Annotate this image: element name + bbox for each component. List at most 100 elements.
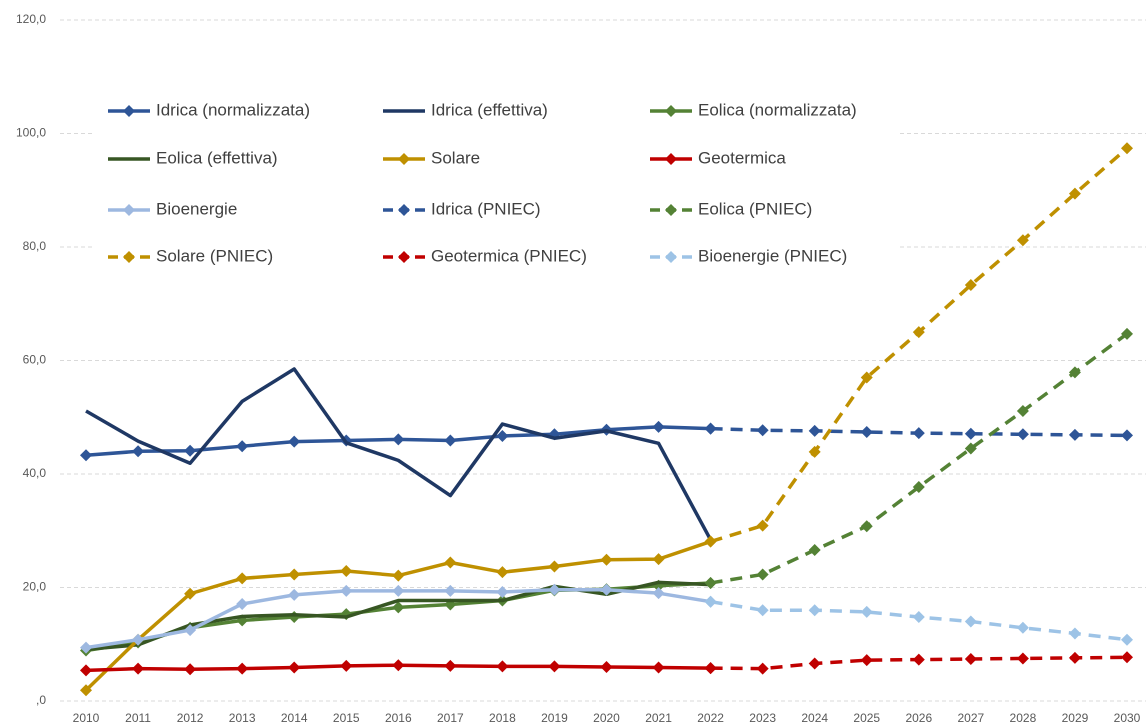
- data-point: [392, 584, 405, 597]
- data-point: [756, 604, 769, 617]
- legend-marker: [398, 251, 410, 263]
- data-point: [340, 659, 353, 672]
- data-point: [652, 553, 665, 566]
- data-point: [236, 440, 249, 453]
- data-point: [600, 553, 613, 566]
- data-point: [132, 662, 145, 675]
- data-point: [964, 442, 977, 455]
- y-tick-label: 120,0: [16, 12, 46, 26]
- data-point: [912, 326, 925, 339]
- data-point: [444, 556, 457, 569]
- data-point: [704, 535, 717, 548]
- legend-marker: [665, 204, 677, 216]
- legend-label: Geotermica: [698, 148, 786, 167]
- data-point: [80, 684, 92, 697]
- data-point: [652, 420, 665, 433]
- legend-marker: [398, 153, 410, 165]
- data-point: [496, 429, 509, 442]
- data-point: [912, 427, 925, 440]
- legend-background: [95, 88, 900, 278]
- x-tick-label: 2022: [697, 711, 724, 725]
- data-point: [340, 565, 353, 578]
- series-line: [85, 588, 711, 650]
- data-point: [1016, 621, 1029, 634]
- data-point: [860, 654, 873, 667]
- data-point: [704, 595, 717, 608]
- data-point: [704, 422, 717, 435]
- data-point: [288, 661, 301, 674]
- data-point: [1068, 428, 1081, 441]
- data-point: [392, 569, 405, 582]
- data-point: [860, 605, 873, 618]
- data-point: [808, 445, 821, 458]
- data-point: [236, 572, 249, 585]
- data-point: [860, 371, 873, 384]
- data-point: [1068, 651, 1081, 664]
- legend-marker: [665, 105, 677, 117]
- data-point: [1016, 652, 1029, 665]
- x-tick-label: 2028: [1010, 711, 1037, 725]
- legend-label: Bioenergie: [156, 199, 237, 218]
- legend-label: Idrica (PNIEC): [431, 199, 541, 218]
- legend-marker: [123, 105, 135, 117]
- legend-marker: [123, 251, 135, 263]
- data-point: [600, 583, 613, 596]
- x-tick-label: 2023: [749, 711, 776, 725]
- x-tick-label: 2011: [125, 711, 151, 725]
- data-point: [756, 519, 769, 532]
- data-point: [1016, 405, 1029, 418]
- x-tick-label: 2014: [281, 711, 308, 725]
- legend-label: Solare (PNIEC): [156, 246, 273, 265]
- data-point: [496, 586, 509, 599]
- data-point: [444, 434, 457, 447]
- legend-label: Eolica (normalizzata): [698, 100, 857, 119]
- data-point: [808, 604, 821, 617]
- data-point: [704, 576, 717, 589]
- legend-label: Bioenergie (PNIEC): [698, 246, 847, 265]
- data-point: [80, 664, 92, 677]
- data-point: [1121, 651, 1133, 664]
- data-point: [444, 584, 457, 597]
- x-tick-label: 2021: [645, 711, 672, 725]
- data-point: [808, 657, 821, 670]
- y-tick-label: 60,0: [23, 353, 47, 367]
- y-tick-label: 100,0: [16, 126, 46, 140]
- data-point: [1016, 234, 1029, 247]
- data-point: [548, 560, 561, 573]
- x-tick-label: 2015: [333, 711, 360, 725]
- x-tick-label: 2029: [1062, 711, 1089, 725]
- data-point: [652, 661, 665, 674]
- data-point: [860, 426, 873, 439]
- data-point: [808, 424, 821, 437]
- x-tick-label: 2024: [801, 711, 828, 725]
- legend-marker: [123, 204, 135, 216]
- data-point: [964, 615, 977, 628]
- data-point: [184, 587, 197, 600]
- x-tick-label: 2012: [177, 711, 204, 725]
- data-point: [756, 662, 769, 675]
- data-point: [392, 433, 405, 446]
- data-point: [80, 641, 92, 654]
- data-point: [964, 653, 977, 666]
- data-point: [288, 611, 301, 624]
- data-point: [808, 544, 821, 557]
- series-line: [710, 332, 1129, 585]
- data-point: [1068, 627, 1081, 640]
- data-point: [860, 520, 873, 533]
- x-tick-label: 2017: [437, 711, 464, 725]
- legend-marker: [665, 251, 677, 263]
- data-point: [1121, 429, 1133, 442]
- x-tick-label: 2013: [229, 711, 256, 725]
- x-tick-label: 2026: [905, 711, 932, 725]
- y-tick-label: 80,0: [23, 239, 47, 253]
- data-point: [288, 568, 301, 581]
- legend-label: Eolica (effettiva): [156, 148, 278, 167]
- data-point: [496, 566, 509, 579]
- legend-label: Geotermica (PNIEC): [431, 246, 587, 265]
- data-point: [1068, 187, 1081, 200]
- data-point: [756, 568, 769, 581]
- x-tick-label: 2018: [489, 711, 516, 725]
- data-point: [1121, 142, 1133, 155]
- data-point: [288, 435, 301, 448]
- data-point: [1121, 633, 1133, 646]
